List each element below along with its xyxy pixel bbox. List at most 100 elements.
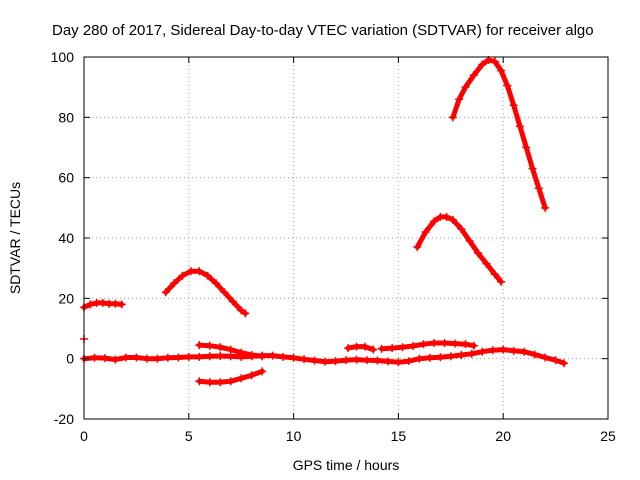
data-point [142, 354, 151, 363]
data-point [440, 338, 449, 347]
data-point [394, 358, 403, 367]
data-point [388, 344, 397, 353]
series-arc10 [448, 56, 550, 212]
data-point [205, 378, 214, 387]
data-point [446, 352, 455, 361]
data-point [195, 267, 204, 276]
data-point [203, 271, 212, 280]
data-point [490, 57, 499, 66]
data-point [226, 377, 235, 386]
data-point [186, 267, 195, 276]
data-point [195, 352, 204, 361]
x-tick-label: 5 [185, 428, 193, 444]
data-point [415, 354, 424, 363]
data-point [216, 351, 225, 360]
data-point [195, 377, 204, 386]
y-tick-label: 0 [66, 351, 74, 367]
x-tick-label: 15 [391, 428, 407, 444]
data-point [478, 347, 487, 356]
data-point [465, 237, 474, 246]
series-arc8 [377, 338, 478, 353]
data-point [373, 356, 382, 365]
data-point [482, 259, 491, 268]
data-point [461, 340, 470, 349]
data-point [174, 353, 183, 362]
data-point [469, 341, 478, 350]
series-arc1 [80, 298, 126, 312]
data-point [509, 346, 518, 355]
data-point [205, 341, 214, 350]
data-point [220, 288, 229, 297]
y-axis-label: SDTVAR / TECUs [7, 182, 23, 294]
data-point [461, 83, 470, 92]
data-point [111, 355, 120, 364]
data-point [352, 342, 361, 351]
data-point [404, 357, 413, 366]
data-point [360, 342, 369, 351]
data-point [474, 249, 483, 258]
series-arc3 [161, 267, 250, 318]
data-point [170, 279, 179, 288]
data-point [321, 357, 330, 366]
data-point [86, 300, 95, 309]
data-point [132, 353, 141, 362]
data-point [559, 359, 568, 368]
data-point [425, 353, 434, 362]
series-layer [80, 56, 568, 387]
data-point [541, 353, 550, 362]
data-point [442, 212, 451, 221]
data-point [515, 122, 524, 131]
data-point [289, 353, 298, 362]
data-point [184, 352, 193, 361]
series-arc9 [413, 212, 506, 286]
data-point [344, 344, 353, 353]
data-point [450, 339, 459, 348]
data-point [530, 350, 539, 359]
x-tick-label: 0 [80, 428, 88, 444]
data-point [436, 353, 445, 362]
data-point [342, 356, 350, 365]
data-point [457, 351, 466, 360]
data-point [520, 347, 529, 356]
series-arc6 [195, 367, 267, 387]
y-tick-label: 60 [58, 170, 74, 186]
data-point [258, 352, 267, 361]
data-point [362, 356, 371, 365]
x-axis-label: GPS time / hours [293, 457, 400, 473]
data-point [216, 378, 225, 387]
data-point [268, 351, 277, 360]
data-point [383, 357, 392, 366]
data-point [237, 348, 246, 357]
data-point [503, 81, 512, 90]
data-point [448, 113, 457, 122]
data-point [398, 343, 407, 352]
data-point [247, 351, 256, 360]
data-point [409, 341, 418, 350]
data-point [430, 338, 439, 347]
data-point [163, 353, 172, 362]
grid [84, 57, 608, 419]
data-point [551, 356, 560, 365]
data-point [490, 270, 499, 279]
chart-title: Day 280 of 2017, Sidereal Day-to-day VTE… [52, 22, 594, 39]
data-point [226, 345, 235, 354]
data-point [310, 356, 319, 365]
data-point [300, 355, 309, 364]
data-point [241, 309, 250, 318]
data-point [121, 353, 130, 362]
data-point [212, 279, 221, 288]
data-point [117, 300, 126, 309]
data-point [467, 349, 476, 358]
data-point [499, 345, 508, 354]
data-point [247, 371, 256, 380]
data-point [469, 71, 478, 80]
data-point [279, 352, 288, 361]
data-point [205, 352, 214, 361]
data-point [195, 341, 204, 350]
data-point [98, 298, 107, 307]
x-tick-label: 20 [495, 428, 511, 444]
y-tick-label: 40 [58, 230, 74, 246]
series-trace [414, 214, 504, 285]
